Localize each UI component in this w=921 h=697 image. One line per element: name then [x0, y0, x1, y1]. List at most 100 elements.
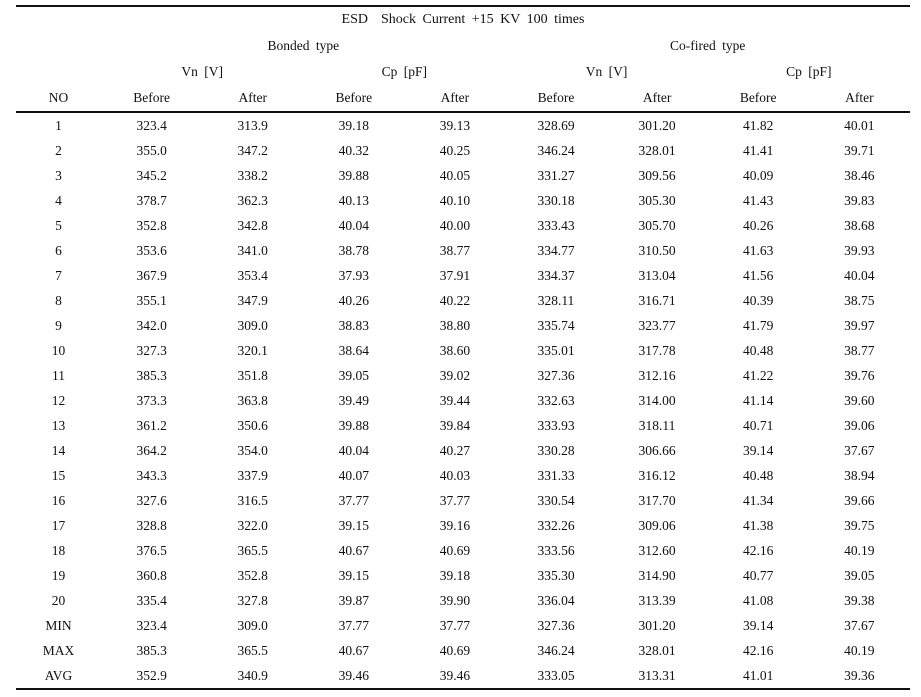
value-cell: 40.77	[743, 567, 774, 583]
value-cell: 41.79	[743, 317, 774, 333]
value-cell: 314.00	[638, 392, 676, 408]
table-row: 13 361.2 350.6 39.88 39.84 333.93 318.11 40.71 3…	[16, 413, 910, 438]
value-cell: 39.18	[439, 567, 471, 583]
value-cell: 323.4	[136, 117, 167, 133]
column-header-before: Before	[505, 85, 607, 113]
value-cell: 41.01	[743, 667, 774, 683]
row-label-cell: 16	[51, 492, 66, 508]
value-cell: 335.30	[537, 567, 575, 583]
value-cell: 39.90	[439, 592, 471, 608]
row-label-cell: 12	[51, 392, 66, 408]
value-cell: 313.39	[638, 592, 676, 608]
value-cell: 361.2	[136, 417, 167, 433]
value-cell: 333.43	[537, 217, 575, 233]
value-cell: 39.46	[338, 667, 369, 683]
value-cell: 40.00	[439, 217, 471, 233]
value-cell: 317.78	[638, 342, 676, 358]
column-header-before: Before	[707, 85, 809, 113]
value-cell: 37.67	[844, 617, 875, 633]
value-cell: 314.90	[638, 567, 676, 583]
value-cell: 323.77	[638, 317, 676, 333]
value-cell: 385.3	[136, 642, 167, 658]
value-cell: 335.01	[537, 342, 575, 358]
value-cell: 40.09	[743, 167, 774, 183]
value-cell: 327.36	[537, 367, 575, 383]
value-cell: 316.12	[638, 467, 676, 483]
value-cell: 40.13	[338, 192, 369, 208]
value-cell: 42.16	[743, 542, 774, 558]
value-cell: 40.67	[338, 542, 369, 558]
value-cell: 320.1	[237, 342, 268, 358]
value-cell: 41.14	[743, 392, 774, 408]
value-cell: 338.2	[237, 167, 268, 183]
value-cell: 40.39	[743, 292, 774, 308]
value-cell: 39.15	[338, 567, 369, 583]
value-cell: 40.19	[844, 642, 875, 658]
value-cell: 37.77	[338, 492, 369, 508]
value-cell: 362.3	[237, 192, 268, 208]
value-cell: 39.36	[844, 667, 875, 683]
table-row: 6 353.6 341.0 38.78 38.77 334.77 310.50 41.63 39…	[16, 238, 910, 263]
value-cell: 309.56	[638, 167, 676, 183]
value-cell: 365.5	[237, 542, 268, 558]
value-cell: 38.75	[844, 292, 875, 308]
value-cell: 352.8	[237, 567, 268, 583]
table-row: 19 360.8 352.8 39.15 39.18 335.30 314.90 40.77 3…	[16, 563, 910, 588]
empty-cell	[16, 59, 101, 85]
value-cell: 355.0	[136, 142, 167, 158]
row-label-cell: 5	[55, 217, 62, 233]
value-cell: 345.2	[136, 167, 167, 183]
value-cell: 41.38	[743, 517, 774, 533]
value-cell: 312.16	[638, 367, 676, 383]
table-row: 3 345.2 338.2 39.88 40.05 331.27 309.56 40.09 38…	[16, 163, 910, 188]
value-cell: 39.02	[439, 367, 471, 383]
row-label-cell: 8	[55, 292, 62, 308]
empty-corner-cell	[16, 33, 101, 59]
table-row: 10 327.3 320.1 38.64 38.60 335.01 317.78 40.48 3…	[16, 338, 910, 363]
value-cell: 335.4	[136, 592, 167, 608]
value-cell: 40.05	[439, 167, 471, 183]
value-cell: 317.70	[638, 492, 676, 508]
value-cell: 316.71	[638, 292, 676, 308]
value-cell: 41.22	[743, 367, 774, 383]
table-row: 1 323.4 313.9 39.18 39.13 328.69 301.20 41.82 40…	[16, 112, 910, 138]
value-cell: 39.05	[844, 567, 875, 583]
value-cell: 40.25	[439, 142, 471, 158]
value-cell: 334.37	[537, 267, 575, 283]
table-row: AVG 352.9 340.9 39.46 39.46 333.05 313.31 41.01…	[16, 663, 910, 689]
value-cell: 355.1	[136, 292, 167, 308]
value-cell: 39.97	[844, 317, 875, 333]
value-cell: 37.77	[439, 492, 471, 508]
value-cell: 341.0	[237, 242, 268, 258]
value-cell: 41.56	[743, 267, 774, 283]
value-cell: 40.32	[338, 142, 369, 158]
value-cell: 332.26	[537, 517, 575, 533]
unit-header-cofired-vn: Vn [V]	[585, 64, 628, 79]
value-cell: 39.06	[844, 417, 875, 433]
value-cell: 364.2	[136, 442, 167, 458]
value-cell: 309.0	[237, 617, 268, 633]
value-cell: 327.8	[237, 592, 268, 608]
value-cell: 38.77	[844, 342, 875, 358]
unit-header-bonded-cp: Cp [pF]	[381, 64, 428, 79]
value-cell: 342.8	[237, 217, 268, 233]
row-label-cell: 1	[55, 117, 62, 133]
value-cell: 309.06	[638, 517, 676, 533]
value-cell: 309.0	[237, 317, 268, 333]
row-label-cell: 9	[55, 317, 62, 333]
value-cell: 41.82	[743, 117, 774, 133]
column-header-after: After	[808, 85, 910, 113]
value-cell: 353.6	[136, 242, 167, 258]
table-title-row: ESD Shock Current +15 KV 100 times	[16, 6, 910, 33]
value-cell: 40.01	[844, 117, 875, 133]
value-cell: 365.5	[237, 642, 268, 658]
value-cell: 40.07	[338, 467, 369, 483]
value-cell: 39.46	[439, 667, 471, 683]
row-label-cell: 7	[55, 267, 62, 283]
value-cell: 328.01	[638, 642, 676, 658]
value-cell: 38.80	[439, 317, 471, 333]
table-row: 12 373.3 363.8 39.49 39.44 332.63 314.00 41.14 3…	[16, 388, 910, 413]
value-cell: 41.41	[743, 142, 774, 158]
row-label-cell: 14	[51, 442, 66, 458]
value-cell: 40.03	[439, 467, 471, 483]
